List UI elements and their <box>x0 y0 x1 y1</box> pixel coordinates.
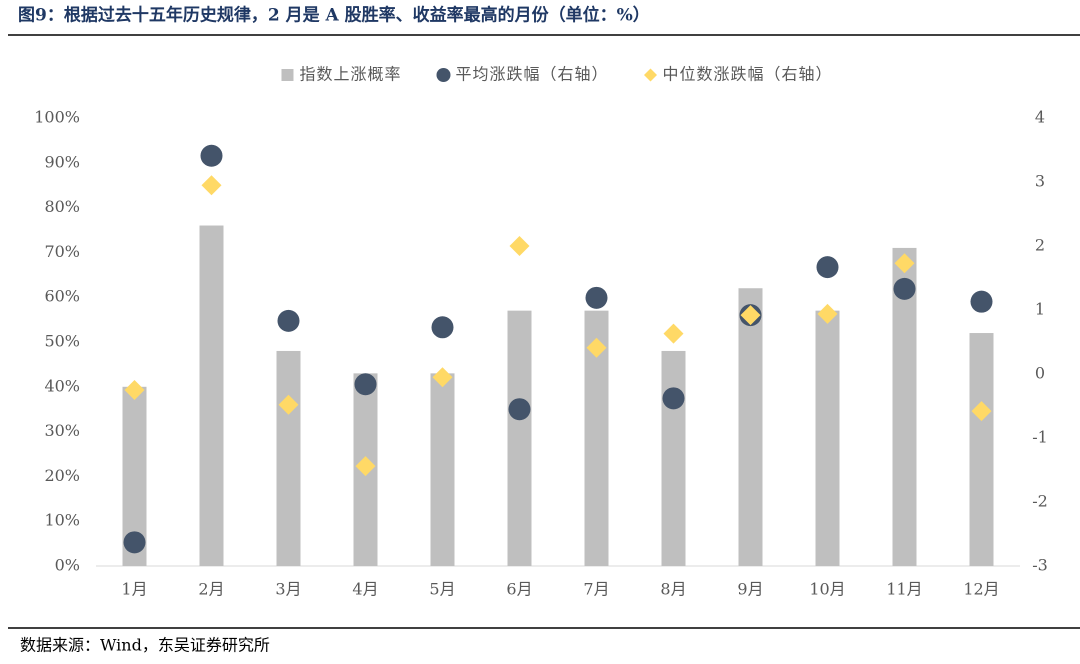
source-note: 数据来源：Wind，东吴证券研究所 <box>20 636 270 655</box>
y-tick-label: 70% <box>44 242 80 261</box>
circle-point <box>123 531 146 554</box>
diamond-point <box>278 394 299 415</box>
legend-label: 中位数涨跌幅（右轴） <box>663 65 833 84</box>
y-tick-label: 80% <box>44 197 80 216</box>
bar <box>892 247 917 567</box>
y2-tick-label: -1 <box>1032 428 1048 447</box>
circle-point <box>431 316 454 339</box>
legend-label: 指数上涨概率 <box>299 65 401 84</box>
diamond-point <box>355 456 376 477</box>
y-tick-label: 100% <box>34 108 80 127</box>
bar <box>276 350 301 566</box>
diamond-point <box>663 323 684 344</box>
y-tick-label: 60% <box>44 287 80 306</box>
y-tick-label: 50% <box>44 332 80 351</box>
x-tick-label: 8月 <box>660 580 686 599</box>
x-tick-label: 10月 <box>809 580 845 599</box>
y2-tick-label: 4 <box>1035 108 1045 127</box>
bar <box>430 373 455 566</box>
chart-title: 图9：根据过去十五年历史规律，2 月是 A 股胜率、收益率最高的月份（单位：%） <box>18 5 650 26</box>
y-tick-label: 40% <box>44 376 80 395</box>
circle-point <box>893 277 916 300</box>
bar <box>969 333 994 566</box>
diamond-point <box>740 305 761 326</box>
circle-point <box>200 144 223 167</box>
y-tick-label: 30% <box>44 421 80 440</box>
bar <box>815 310 840 566</box>
circle-point <box>354 373 377 396</box>
diamond-point <box>124 380 145 400</box>
legend-label: 平均涨跌幅（右轴） <box>455 65 608 84</box>
bar <box>199 225 224 566</box>
y2-tick-label: -3 <box>1032 556 1048 575</box>
y-tick-label: 20% <box>44 466 80 485</box>
diamond-point <box>509 236 530 256</box>
diamond-point <box>201 175 222 196</box>
x-tick-label: 4月 <box>352 580 378 599</box>
y-tick-label: 90% <box>44 152 80 171</box>
circle-point <box>970 290 993 313</box>
bar <box>738 288 763 566</box>
circle-point <box>662 387 685 410</box>
diamond-point <box>586 337 607 358</box>
x-tick-label: 11月 <box>886 580 922 599</box>
x-tick-label: 2月 <box>198 580 224 599</box>
y-tick-label: 10% <box>44 511 80 530</box>
x-tick-label: 12月 <box>963 580 999 599</box>
y2-tick-label: -2 <box>1032 492 1048 511</box>
diamond-point <box>432 367 453 388</box>
circle-point <box>816 256 839 279</box>
y2-tick-label: 0 <box>1035 364 1045 383</box>
y2-tick-label: 1 <box>1035 300 1045 319</box>
x-tick-label: 1月 <box>121 580 147 599</box>
circle-point <box>508 398 531 421</box>
legend-marker <box>281 69 294 81</box>
circle-point <box>585 286 608 309</box>
x-tick-label: 9月 <box>737 580 763 599</box>
diamond-point <box>971 401 992 422</box>
legend-marker <box>436 68 451 82</box>
diamond-point <box>894 253 915 274</box>
x-tick-label: 3月 <box>275 580 301 599</box>
y2-tick-label: 3 <box>1035 172 1045 191</box>
diamond-point <box>817 303 838 324</box>
x-tick-label: 7月 <box>583 580 609 599</box>
bar <box>507 310 532 566</box>
circle-point <box>277 309 300 332</box>
legend-marker <box>644 68 658 82</box>
y-tick-label: 0% <box>55 556 80 575</box>
x-tick-label: 6月 <box>506 580 532 599</box>
y2-tick-label: 2 <box>1035 236 1045 255</box>
x-tick-label: 5月 <box>429 580 455 599</box>
bar <box>661 350 686 566</box>
